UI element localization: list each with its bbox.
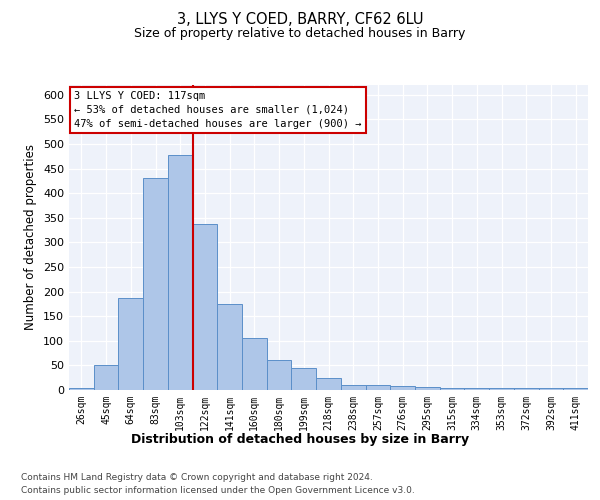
Bar — [193, 224, 217, 390]
Bar — [242, 338, 267, 390]
Bar — [143, 178, 168, 390]
Bar — [390, 386, 415, 390]
Bar — [94, 366, 118, 390]
Bar — [365, 384, 390, 390]
Text: Contains public sector information licensed under the Open Government Licence v3: Contains public sector information licen… — [21, 486, 415, 495]
Bar — [489, 388, 514, 390]
Text: Size of property relative to detached houses in Barry: Size of property relative to detached ho… — [134, 28, 466, 40]
Bar — [514, 388, 539, 390]
Bar — [341, 384, 365, 390]
Y-axis label: Number of detached properties: Number of detached properties — [25, 144, 37, 330]
Bar — [563, 388, 588, 390]
Bar — [292, 368, 316, 390]
Bar — [440, 388, 464, 390]
Bar — [316, 378, 341, 390]
Bar — [539, 388, 563, 390]
Bar — [464, 388, 489, 390]
Bar — [69, 388, 94, 390]
Text: Distribution of detached houses by size in Barry: Distribution of detached houses by size … — [131, 432, 469, 446]
Bar — [415, 386, 440, 390]
Text: 3 LLYS Y COED: 117sqm
← 53% of detached houses are smaller (1,024)
47% of semi-d: 3 LLYS Y COED: 117sqm ← 53% of detached … — [74, 91, 361, 129]
Bar — [217, 304, 242, 390]
Bar — [267, 360, 292, 390]
Bar — [118, 298, 143, 390]
Text: Contains HM Land Registry data © Crown copyright and database right 2024.: Contains HM Land Registry data © Crown c… — [21, 472, 373, 482]
Text: 3, LLYS Y COED, BARRY, CF62 6LU: 3, LLYS Y COED, BARRY, CF62 6LU — [177, 12, 423, 28]
Bar — [168, 156, 193, 390]
